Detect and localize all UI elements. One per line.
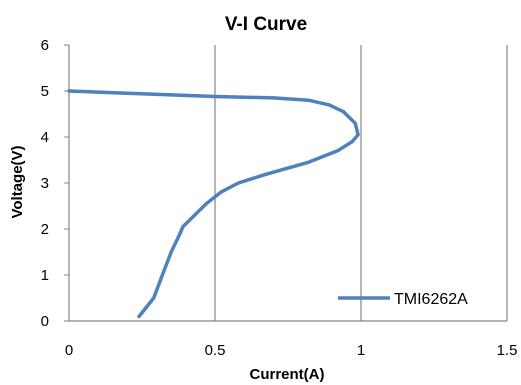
y-axis-label: Voltage(V) [9,145,26,218]
y-tick-label: 1 [41,267,49,284]
x-tick-labels: 0 0.5 1 1.5 [65,342,518,359]
x-axis-label: Current(A) [250,366,325,383]
series-layer [67,89,360,319]
y-tick-label: 4 [41,129,49,146]
legend: TMI6262A [338,291,468,308]
legend-label: TMI6262A [394,291,468,308]
x-tick-label: 0.5 [205,342,226,359]
y-tick-label: 3 [41,175,49,192]
y-tick-label: 0 [41,313,49,330]
plot-area: 0 0.5 1 1.5 0 1 2 3 4 5 6 [41,37,518,359]
x-tick-label: 1.5 [497,342,518,359]
y-tick-label: 2 [41,221,49,238]
x-tick-label: 0 [65,342,73,359]
y-tick-label: 5 [41,83,49,100]
axes [64,44,507,322]
x-tick-label: 1 [357,342,365,359]
chart-title: V-I Curve [225,14,307,35]
series-line-0 [67,89,360,319]
y-tick-labels: 0 1 2 3 4 5 6 [41,37,49,330]
grid-lines [214,45,508,321]
y-tick-label: 6 [41,37,49,54]
